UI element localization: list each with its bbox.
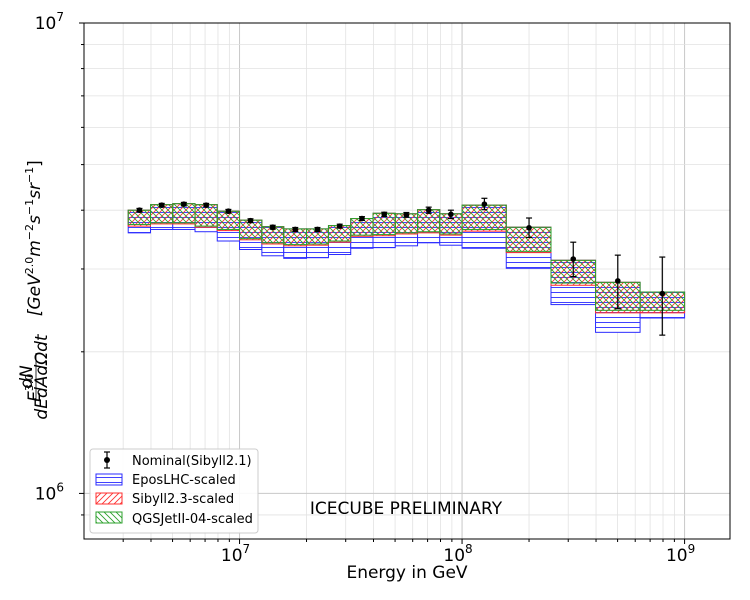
ylabel-gev-exp: 2.0 [23,257,36,275]
y-axis-label: E3.0 [GeV2.0m−2s−1sr−1] dN dEdAdΩdt [17,160,52,419]
data-point [659,290,666,297]
y-tick-label: 106 [35,480,64,504]
ylabel-frac-den: dEdAdΩdt [32,333,52,420]
data-point [526,224,532,231]
x-tick-exp: 8 [465,542,473,556]
x-tick-base: 10 [443,546,465,566]
x-tick-base: 10 [221,546,243,566]
band-qgsjetii-04-scaled [127,203,686,311]
ylabel-bracket-open: [GeV [25,273,45,316]
legend-entry-eposlhc: EposLHC-scaled [95,473,236,488]
ylabel-frac-num: dN [17,365,37,389]
x-axis-ticks: 107 108 109 [122,539,695,566]
x-tick-label: 109 [666,542,695,566]
model-bands [127,203,686,333]
data-point [403,212,410,218]
data-point [448,211,454,218]
x-tick-label: 108 [443,542,472,566]
ylabel-sr-exp: −1 [23,167,36,183]
legend-label-eposlhc: EposLHC-scaled [132,473,236,488]
data-point [181,201,187,207]
legend-entry-qgsjet: QGSJetII-04-scaled [95,511,253,527]
data-point [614,278,621,284]
ylabel-m: m [25,240,45,257]
legend-label-qgsjet: QGSJetII-04-scaled [132,512,253,527]
legend-frame [89,448,259,534]
data-point [203,202,209,208]
y-tick-base: 10 [35,484,57,504]
data-point [158,202,165,208]
ylabel-s: s [25,215,45,224]
data-point [570,256,577,262]
x-tick-exp: 9 [688,542,696,556]
data-point [136,207,143,213]
legend-label-nominal: Nominal(Sibyll2.1) [132,454,252,469]
svg-text:E3.0 [GeV2.0m−2s−1sr−1]: E3.0 [GeV2.0m−2s−1sr−1] [23,160,45,402]
x-tick-label: 107 [221,542,250,566]
data-point [381,211,388,218]
nominal-points [136,197,666,336]
plot-frame [83,22,731,540]
data-point [292,226,299,233]
preliminary-annotation: ICECUBE PRELIMINARY [310,499,503,519]
legend: Nominal(Sibyll2.1) EposLHC-scaled Sibyll… [89,448,259,534]
ylabel-s-exp: −1 [23,199,36,215]
legend-entry-sibyll23: Sibyll2.3-scaled [95,492,234,507]
ylabel-sr: sr [25,182,45,199]
grid-lines [84,23,730,539]
x-axis-label: Energy in GeV [346,563,467,583]
data-point [225,208,232,215]
data-point [269,224,276,231]
data-point [359,215,365,222]
y-tick-base: 10 [35,14,57,34]
x-tick-exp: 7 [243,542,251,556]
data-point [314,226,321,233]
y-tick-label: 107 [35,10,64,34]
ylabel-base: E [25,391,45,402]
data-point [425,207,432,213]
legend-entry-nominal: Nominal(Sibyll2.1) [104,451,252,469]
data-point [247,217,254,224]
ylabel-m-exp: −2 [23,224,36,240]
y-tick-exp: 7 [56,10,64,24]
ylabel-base-exp: 3.0 [23,374,36,392]
x-tick-base: 10 [666,546,688,566]
data-point [481,201,488,207]
data-point [336,223,343,229]
ylabel-bracket-close: ] [25,160,45,167]
y-tick-exp: 6 [56,480,64,494]
legend-label-sibyll23: Sibyll2.3-scaled [132,492,234,507]
